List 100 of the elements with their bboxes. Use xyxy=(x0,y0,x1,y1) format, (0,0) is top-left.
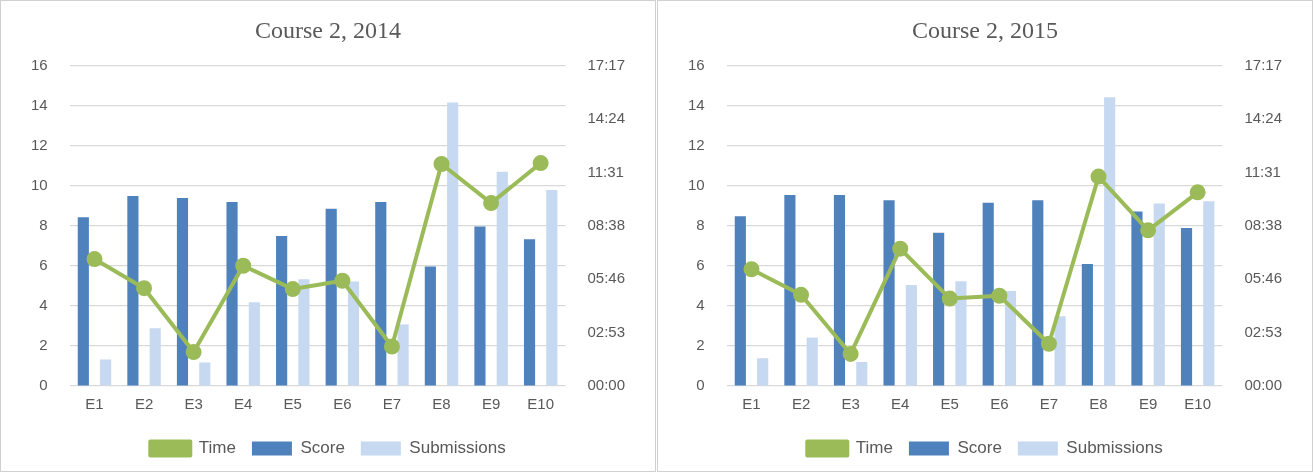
legend-label: Time xyxy=(198,438,236,458)
x-tick-label: E10 xyxy=(527,395,555,413)
x-tick-label: E2 xyxy=(134,395,154,413)
bar xyxy=(77,217,89,386)
bar xyxy=(298,279,310,386)
point xyxy=(842,345,859,362)
y-tick-label: 12 xyxy=(688,135,705,153)
legend-label: Submissions xyxy=(409,438,506,458)
x-tick-label: E9 xyxy=(1138,395,1158,413)
y2-tick-label: 02:53 xyxy=(1244,322,1283,340)
y-tick-label: 0 xyxy=(39,376,48,394)
y-tick-label: 14 xyxy=(31,95,48,113)
y2-tick-label: 02:53 xyxy=(587,322,626,340)
point xyxy=(1090,168,1107,185)
y2-tick-label: 11:31 xyxy=(1244,162,1281,180)
x-tick-label: E3 xyxy=(184,395,203,413)
x-tick-label: E1 xyxy=(85,395,104,413)
bar xyxy=(757,358,769,386)
y2-tick-label: 00:00 xyxy=(1244,376,1283,394)
x-tick-label: E6 xyxy=(333,395,352,413)
x-tick-label: E8 xyxy=(432,395,451,413)
bar xyxy=(100,359,112,386)
bar xyxy=(276,235,288,386)
bar xyxy=(955,281,967,386)
bar xyxy=(447,102,459,386)
y-tick-label: 6 xyxy=(696,256,705,274)
bar xyxy=(474,226,486,386)
bar xyxy=(375,202,387,386)
bar xyxy=(833,195,846,386)
x-tick-label: E7 xyxy=(1039,395,1059,413)
point xyxy=(86,251,103,268)
y-tick-label: 8 xyxy=(696,216,705,234)
bar xyxy=(127,196,139,386)
point xyxy=(1140,222,1157,239)
y2-tick-label: 14:24 xyxy=(587,109,626,127)
bar xyxy=(856,361,868,386)
y-tick-label: 4 xyxy=(39,296,48,314)
x-tick-label: E6 xyxy=(990,395,1009,413)
y-tick-label: 0 xyxy=(696,376,705,394)
bar xyxy=(734,216,746,386)
y2-tick-label: 08:38 xyxy=(587,216,626,234)
bar xyxy=(1104,97,1116,386)
bar xyxy=(933,232,945,386)
y-tick-label: 8 xyxy=(39,216,48,234)
point xyxy=(1040,335,1057,352)
point xyxy=(941,290,958,307)
bar xyxy=(149,328,161,386)
y2-tick-label: 17:17 xyxy=(1244,55,1283,73)
x-tick-label: E5 xyxy=(283,395,302,413)
point xyxy=(185,344,202,361)
x-tick-label: E4 xyxy=(891,395,910,413)
x-tick-label: E10 xyxy=(1184,395,1212,413)
bar xyxy=(905,284,917,386)
bar xyxy=(523,239,536,386)
point xyxy=(136,280,153,297)
bar xyxy=(1032,200,1044,386)
y2-tick-label: 08:38 xyxy=(1244,216,1283,234)
x-tick-label: E3 xyxy=(841,395,860,413)
bar xyxy=(1081,264,1093,386)
bar xyxy=(248,302,260,386)
x-tick-label: E1 xyxy=(742,395,761,413)
point xyxy=(334,272,351,289)
bar xyxy=(1131,211,1143,386)
y-tick-label: 2 xyxy=(696,336,705,354)
chart-title: Course 2, 2014 xyxy=(255,16,401,43)
point xyxy=(1189,184,1206,201)
y-tick-label: 10 xyxy=(31,176,48,194)
bar xyxy=(806,337,818,386)
point xyxy=(433,156,450,173)
bar xyxy=(1054,316,1066,386)
y2-tick-label: 05:46 xyxy=(587,269,626,287)
bar xyxy=(424,266,436,386)
bar xyxy=(397,324,409,386)
bar xyxy=(883,200,895,386)
y2-tick-label: 11:31 xyxy=(587,162,624,180)
point xyxy=(284,281,301,298)
bar xyxy=(1153,203,1165,386)
bar xyxy=(784,195,796,386)
y-tick-label: 16 xyxy=(688,55,705,73)
point xyxy=(743,261,760,278)
bar xyxy=(226,202,238,386)
x-tick-label: E8 xyxy=(1089,395,1108,413)
bar xyxy=(325,208,337,386)
legend-label: Score xyxy=(957,438,1002,458)
y-tick-label: 12 xyxy=(31,135,48,153)
point xyxy=(793,286,810,303)
x-tick-label: E4 xyxy=(234,395,253,413)
point xyxy=(991,287,1008,304)
point xyxy=(383,338,400,355)
y-tick-label: 10 xyxy=(688,176,705,194)
point xyxy=(483,195,500,212)
bar xyxy=(496,171,508,386)
bar xyxy=(347,281,360,386)
bar xyxy=(199,362,211,386)
bar xyxy=(1180,228,1193,386)
y2-tick-label: 00:00 xyxy=(587,376,626,394)
legend-label: Score xyxy=(300,438,345,458)
bar xyxy=(176,197,189,386)
legend-label: Submissions xyxy=(1066,438,1163,458)
y-tick-label: 4 xyxy=(696,296,705,314)
